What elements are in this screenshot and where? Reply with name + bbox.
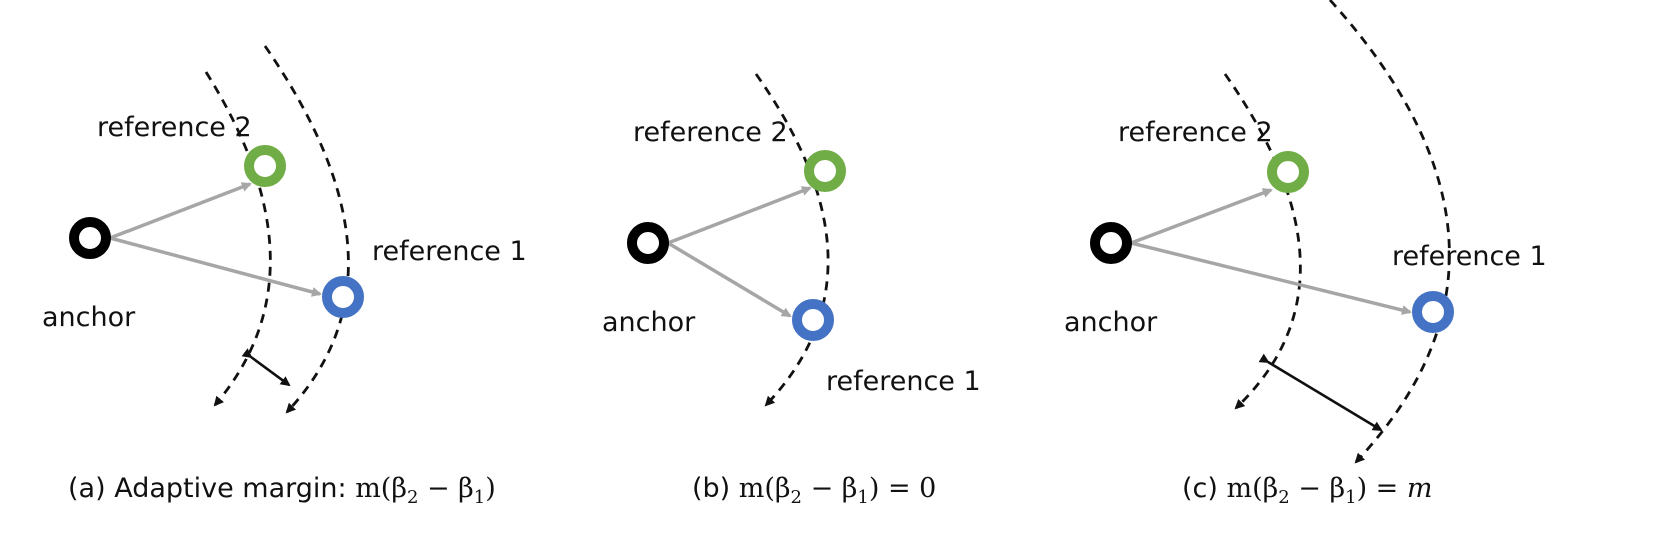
outer-decision-arc: [265, 46, 348, 412]
anchor-label: anchor: [1064, 307, 1158, 338]
anchor-to-reference-1-arrow: [668, 243, 790, 316]
panel-a: reference 2 reference 1 anchor (a) Adapt…: [42, 46, 527, 508]
caption-a: (a) Adaptive margin: m(β2 − β1): [68, 473, 496, 508]
anchor-label: anchor: [42, 302, 136, 333]
panel-b: reference 2 reference 1 anchor (b) m(β2 …: [602, 74, 981, 508]
anchor-node: [632, 227, 664, 259]
anchor-to-reference-2-arrow: [668, 188, 810, 243]
panel-c: reference 2 reference 1 anchor (c) m(β2 …: [1064, 0, 1547, 508]
reference-1-label: reference 1: [826, 366, 981, 397]
reference-1-label: reference 1: [372, 236, 527, 267]
outer-decision-arc: [1330, 0, 1449, 462]
caption-c: (c) m(β2 − β1) = m: [1182, 473, 1433, 508]
reference-2-node: [809, 155, 841, 187]
margin-arrow: [251, 357, 289, 385]
reference-1-label: reference 1: [1392, 241, 1547, 272]
anchor-to-reference-2-arrow: [110, 184, 250, 238]
reference-1-node: [1417, 296, 1449, 328]
reference-2-label: reference 2: [1118, 117, 1273, 148]
reference-2-label: reference 2: [633, 117, 788, 148]
reference-2-node: [1272, 156, 1304, 188]
anchor-node: [1095, 227, 1127, 259]
reference-2-node: [249, 150, 281, 182]
anchor-node: [74, 222, 106, 254]
anchor-to-reference-2-arrow: [1131, 190, 1271, 243]
anchor-label: anchor: [602, 307, 696, 338]
reference-1-node: [797, 304, 829, 336]
anchor-to-reference-1-arrow: [110, 238, 320, 294]
reference-1-node: [327, 281, 359, 313]
caption-b: (b) m(β2 − β1) = 0: [692, 473, 936, 508]
reference-2-label: reference 2: [97, 112, 252, 143]
anchor-to-reference-1-arrow: [1131, 243, 1410, 312]
margin-arrow: [1268, 362, 1381, 430]
